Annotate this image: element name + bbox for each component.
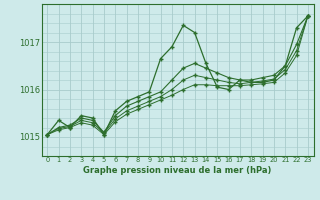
X-axis label: Graphe pression niveau de la mer (hPa): Graphe pression niveau de la mer (hPa) [84,166,272,175]
